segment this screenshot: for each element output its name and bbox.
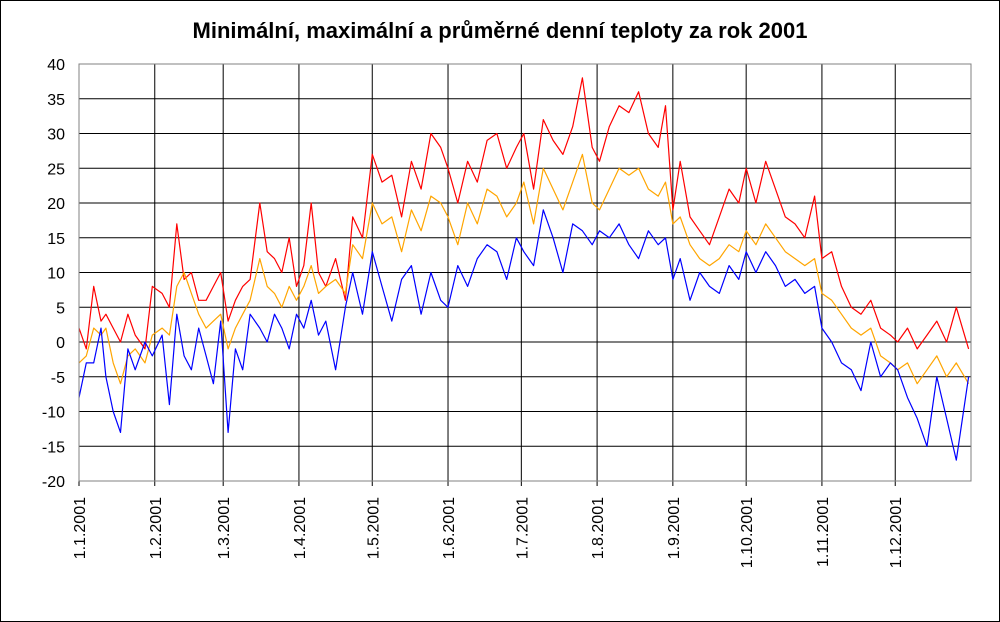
x-tick-label: 1.1.2001 <box>72 497 89 559</box>
y-tick-label: -20 <box>42 474 65 491</box>
series-line-max <box>78 77 970 350</box>
x-axis-tick-labels: 1.1.2001 1.2.2001 1.3.2001 1.4.2001 1.5.2001… <box>72 497 905 568</box>
x-tick-label: 1.11.2001 <box>815 497 832 567</box>
y-tick-label: -5 <box>51 370 65 387</box>
y-tick-label: 30 <box>47 127 65 144</box>
y-tick-label: 40 <box>47 57 65 74</box>
x-tick-label: 1.7.2001 <box>514 497 531 559</box>
x-tick-label: 1.10.2001 <box>739 497 756 568</box>
y-tick-label: 15 <box>47 231 65 248</box>
y-tick-label: 35 <box>47 92 65 109</box>
x-tick-label: 1.12.2001 <box>888 497 905 568</box>
x-tick-label: 1.5.2001 <box>365 497 382 559</box>
series-group <box>78 77 970 461</box>
series-line-avg <box>78 153 970 385</box>
series-line-min <box>78 209 970 461</box>
x-tick-label: 1.4.2001 <box>292 497 309 559</box>
y-tick-label: -10 <box>42 405 65 422</box>
y-axis-tick-labels: -20 -15 -10 -5 0 5 10 15 20 25 30 35 40 <box>42 57 65 491</box>
x-tick-label: 1.3.2001 <box>216 497 233 559</box>
y-tick-label: 0 <box>56 335 65 352</box>
x-tick-label: 1.2.2001 <box>148 497 165 559</box>
y-tick-label: -15 <box>42 439 65 456</box>
y-tick-label: 10 <box>47 266 65 283</box>
x-tick-label: 1.9.2001 <box>666 497 683 559</box>
y-tick-label: 20 <box>47 196 65 213</box>
chart-title: Minimální, maximální a průměrné denní te… <box>192 18 808 43</box>
x-tick-label: 1.8.2001 <box>590 497 607 559</box>
gridlines <box>78 63 971 486</box>
plot-area-border <box>78 63 972 482</box>
x-tick-label: 1.6.2001 <box>441 497 458 559</box>
y-tick-label: 5 <box>56 300 65 317</box>
y-tick-label: 25 <box>47 161 65 178</box>
